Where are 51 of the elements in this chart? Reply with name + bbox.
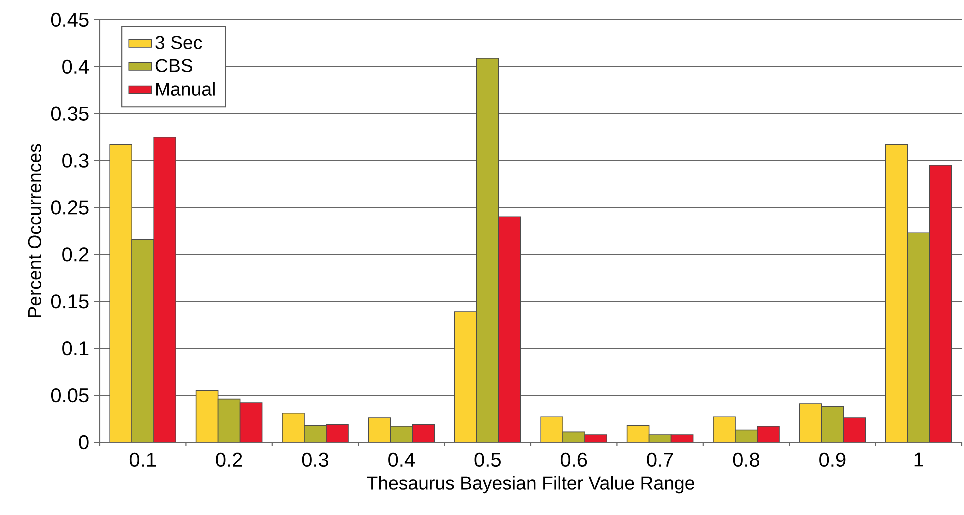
bar: [132, 240, 154, 442]
bar: [368, 418, 391, 442]
bar: [627, 426, 650, 442]
y-tick-label: 0: [79, 435, 89, 450]
x-tick-label: 0.3: [302, 452, 329, 468]
y-tick-label: 0.15: [51, 294, 89, 309]
y-tick-label: 0.45: [51, 12, 89, 28]
bar: [282, 413, 305, 442]
x-tick-label: 0.7: [647, 452, 674, 468]
bar: [886, 144, 908, 442]
y-tick-label: 0.05: [51, 388, 89, 403]
x-tick-label: 0.6: [560, 452, 588, 468]
bar: [822, 406, 844, 442]
bar: [714, 417, 736, 442]
bar: [736, 430, 758, 442]
legend-label: CBS: [156, 59, 193, 72]
x-tick-label: 1: [914, 452, 924, 467]
bar: [800, 404, 822, 442]
y-axis-title: Percent Occurrences: [28, 144, 42, 318]
bar: [908, 232, 930, 442]
x-tick-label: 0.9: [820, 452, 846, 468]
bar: [390, 426, 413, 442]
y-tick-label: 0.35: [51, 106, 89, 121]
bar: [218, 399, 240, 442]
bar: [930, 165, 952, 442]
bar: [196, 390, 218, 442]
y-tick-label: 0.1: [62, 342, 89, 356]
bar: [110, 144, 132, 442]
y-tick-label: 0.3: [62, 154, 89, 168]
bar: [240, 403, 262, 442]
y-tick-label: 0.25: [51, 200, 89, 215]
bar: [498, 217, 521, 442]
x-axis-title: Thesaurus Bayesian Filter Value Range: [367, 476, 694, 494]
bar: [326, 424, 349, 442]
y-tick-label: 0.2: [62, 248, 89, 262]
bar: [412, 424, 435, 442]
x-tick-label: 0.8: [733, 452, 760, 468]
legend-label: 3 Sec: [156, 36, 202, 50]
bar: [304, 426, 326, 442]
y-tick-label: 0.4: [62, 60, 90, 74]
x-tick-label: 0.1: [130, 452, 156, 468]
x-tick-label: 0.4: [388, 452, 416, 468]
bar: [541, 417, 564, 442]
legend-label: Manual: [156, 82, 215, 96]
bar: [758, 426, 780, 442]
bar: [154, 137, 176, 442]
bar: [844, 418, 866, 442]
x-tick-label: 0.2: [216, 452, 242, 468]
bar: [476, 58, 499, 442]
x-tick-label: 0.5: [474, 452, 501, 468]
bar: [454, 312, 477, 442]
